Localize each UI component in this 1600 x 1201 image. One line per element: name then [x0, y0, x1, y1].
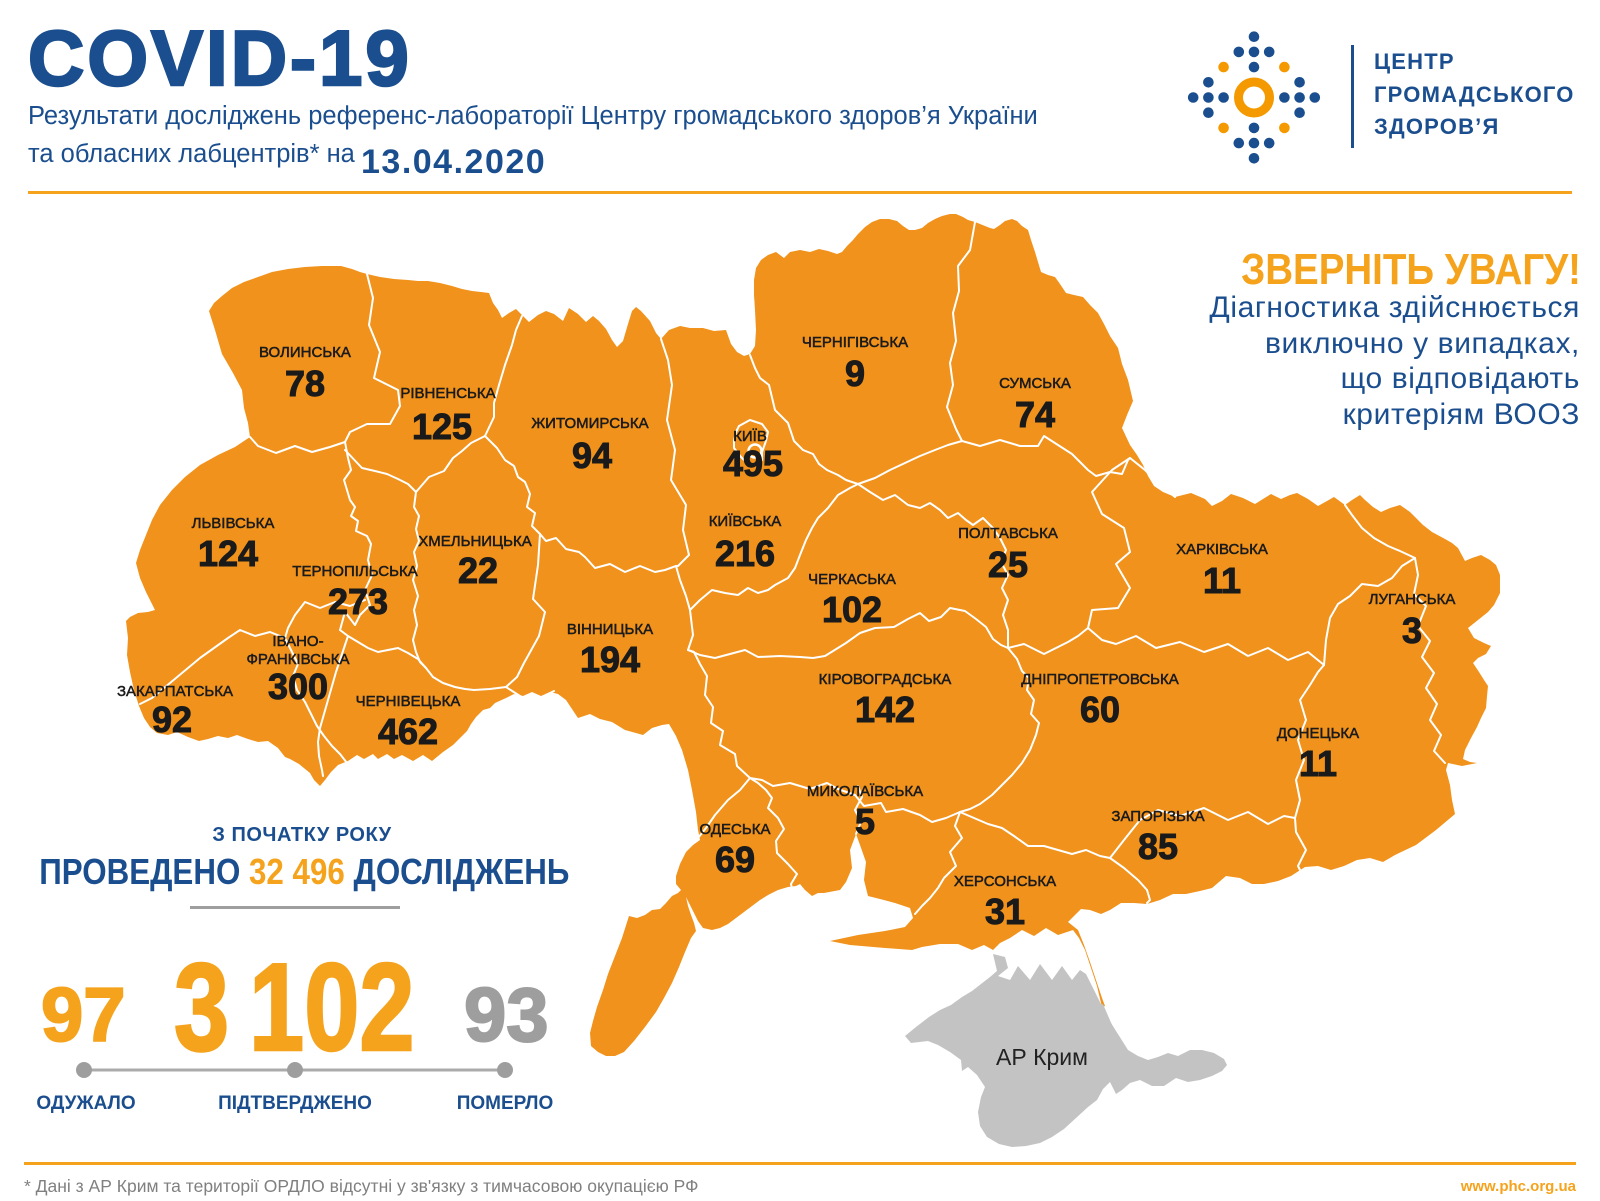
svg-text:9: 9 [845, 353, 865, 394]
svg-text:60: 60 [1080, 689, 1120, 730]
svg-text:142: 142 [855, 689, 915, 730]
svg-text:КІРОВОГРАДСЬКА: КІРОВОГРАДСЬКА [819, 671, 952, 688]
svg-text:ІВАНО-: ІВАНО- [272, 633, 323, 650]
svg-text:ОДЕСЬКА: ОДЕСЬКА [700, 821, 771, 838]
svg-text:22: 22 [458, 550, 498, 591]
svg-text:11: 11 [1203, 560, 1241, 601]
svg-text:216: 216 [715, 533, 775, 574]
svg-text:462: 462 [378, 711, 438, 752]
svg-text:5: 5 [855, 801, 875, 842]
svg-text:ЗАКАРПАТСЬКА: ЗАКАРПАТСЬКА [117, 683, 233, 700]
svg-text:ДНІПРОПЕТРОВСЬКА: ДНІПРОПЕТРОВСЬКА [1021, 671, 1179, 688]
svg-text:85: 85 [1138, 826, 1178, 867]
svg-text:КИЇВСЬКА: КИЇВСЬКА [709, 513, 782, 530]
svg-text:300: 300 [268, 666, 328, 707]
svg-text:СУМСЬКА: СУМСЬКА [999, 375, 1071, 392]
svg-text:495: 495 [723, 443, 783, 484]
svg-text:125: 125 [412, 406, 472, 447]
svg-text:124: 124 [198, 533, 258, 574]
svg-text:94: 94 [572, 435, 612, 476]
svg-text:МИКОЛАЇВСЬКА: МИКОЛАЇВСЬКА [807, 783, 923, 800]
svg-text:ВОЛИНСЬКА: ВОЛИНСЬКА [259, 344, 351, 361]
svg-text:74: 74 [1015, 394, 1055, 435]
svg-text:ХМЕЛЬНИЦЬКА: ХМЕЛЬНИЦЬКА [418, 533, 532, 550]
svg-text:ХАРКІВСЬКА: ХАРКІВСЬКА [1176, 541, 1268, 558]
svg-text:78: 78 [285, 363, 325, 404]
svg-text:25: 25 [988, 544, 1028, 585]
svg-text:ЧЕРНІВЕЦЬКА: ЧЕРНІВЕЦЬКА [356, 693, 461, 710]
svg-text:ЗАПОРІЗЬКА: ЗАПОРІЗЬКА [1111, 808, 1204, 825]
svg-text:ЧЕРНІГІВСЬКА: ЧЕРНІГІВСЬКА [802, 334, 908, 351]
svg-text:ФРАНКІВСЬКА: ФРАНКІВСЬКА [246, 651, 349, 668]
svg-text:11: 11 [1299, 743, 1337, 784]
svg-text:ЛУГАНСЬКА: ЛУГАНСЬКА [1369, 591, 1456, 608]
svg-text:ЖИТОМИРСЬКА: ЖИТОМИРСЬКА [531, 415, 648, 432]
svg-text:РІВНЕНСЬКА: РІВНЕНСЬКА [400, 385, 495, 402]
svg-text:АР Крим: АР Крим [996, 1044, 1088, 1070]
svg-text:ТЕРНОПІЛЬСЬКА: ТЕРНОПІЛЬСЬКА [292, 563, 417, 580]
svg-text:ЛЬВІВСЬКА: ЛЬВІВСЬКА [192, 515, 275, 532]
svg-text:ХЕРСОНСЬКА: ХЕРСОНСЬКА [954, 873, 1056, 890]
svg-text:ЧЕРКАСЬКА: ЧЕРКАСЬКА [808, 571, 896, 588]
svg-text:ПОЛТАВСЬКА: ПОЛТАВСЬКА [958, 525, 1058, 542]
svg-text:31: 31 [985, 891, 1025, 932]
svg-text:273: 273 [328, 581, 388, 622]
svg-text:69: 69 [715, 839, 755, 880]
svg-text:194: 194 [580, 639, 640, 680]
svg-text:3: 3 [1402, 610, 1422, 651]
svg-text:ВІННИЦЬКА: ВІННИЦЬКА [567, 621, 653, 638]
svg-text:92: 92 [152, 699, 192, 740]
svg-text:КИЇВ: КИЇВ [733, 428, 767, 445]
svg-text:ДОНЕЦЬКА: ДОНЕЦЬКА [1277, 725, 1359, 742]
svg-text:102: 102 [822, 589, 882, 630]
